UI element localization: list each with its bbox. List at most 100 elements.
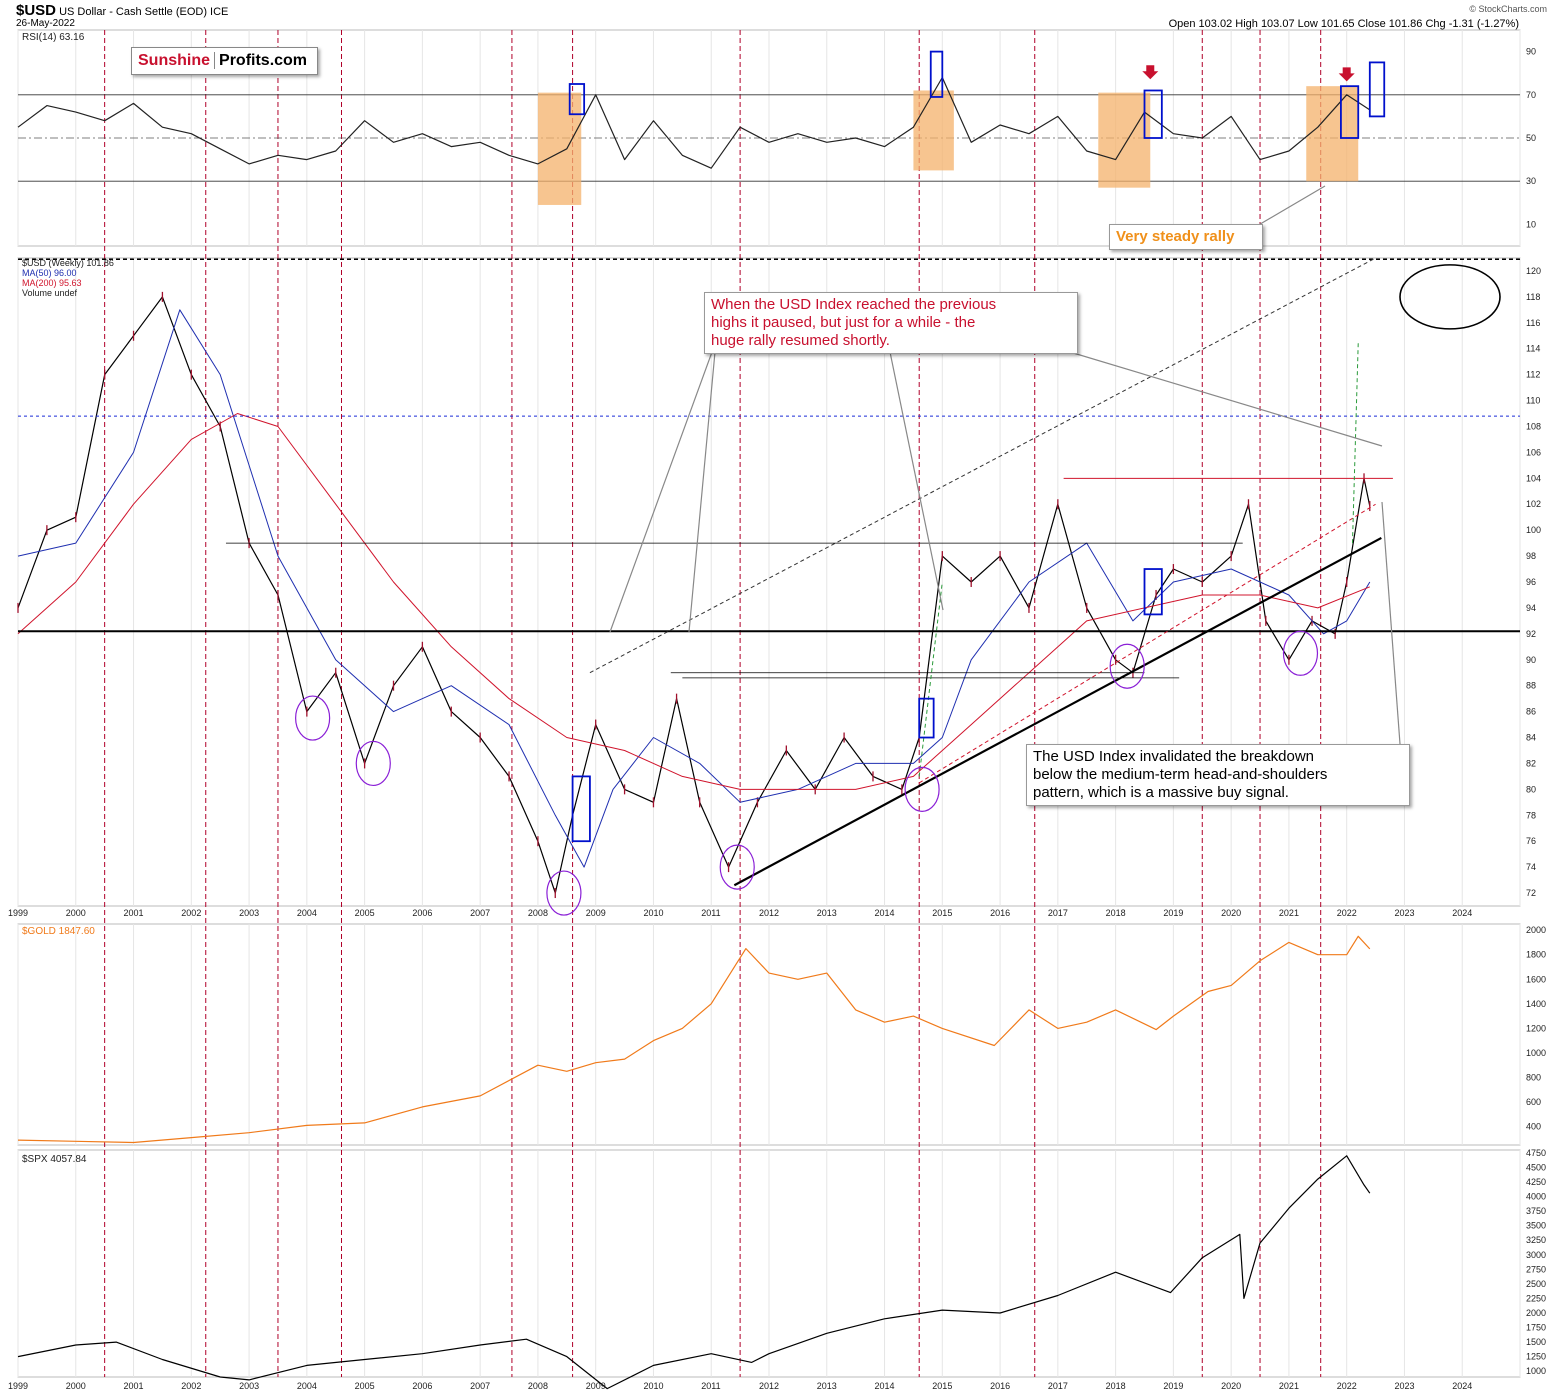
x-tick-label: 2004: [297, 1381, 317, 1391]
y-tick-label: 3750: [1526, 1206, 1546, 1216]
y-tick-label: 1500: [1526, 1337, 1546, 1347]
y-tick-label: 118: [1526, 292, 1540, 302]
y-tick-label: 102: [1526, 499, 1541, 509]
y-tick-label: 1200: [1526, 1023, 1546, 1033]
y-tick-label: 106: [1526, 447, 1541, 457]
usd-legend-item: $USD (Weekly) 101.86: [22, 258, 114, 268]
sunshine-profits-logo: Sunshine Profits.com: [131, 47, 318, 75]
x-tick-label: 2011: [701, 1381, 720, 1391]
y-tick-label: 800: [1526, 1072, 1541, 1082]
gold-legend: $GOLD 1847.60: [22, 926, 95, 937]
pointer-line: [1249, 185, 1326, 231]
y-tick-label: 10: [1526, 219, 1536, 229]
pointer-line: [688, 351, 716, 633]
y-tick-label: 3250: [1526, 1235, 1546, 1245]
pointer-line: [1381, 501, 1401, 745]
x-tick-label: 2016: [990, 1381, 1010, 1391]
y-tick-label: 4000: [1526, 1192, 1546, 1202]
usd-series-line: [17, 309, 1371, 868]
x-tick-label: 2001: [124, 1381, 144, 1391]
y-tick-label: 2500: [1526, 1279, 1546, 1289]
red-down-arrow: [1142, 65, 1159, 80]
annotation-overlays: [18, 50, 1520, 916]
y-tick-label: 4500: [1526, 1162, 1546, 1172]
x-tick-label: 2006: [412, 1381, 432, 1391]
y-tick-label: 76: [1526, 836, 1536, 846]
logo-part-profits: Profits.com: [214, 52, 308, 69]
rsi-series-line: [17, 76, 1371, 169]
x-tick-label: 2024: [1452, 908, 1472, 918]
logo-part-sunshine: Sunshine: [138, 52, 211, 69]
usd-legend-item: MA(200) 95.63: [22, 278, 82, 288]
x-tick-label: 2022: [1337, 908, 1357, 918]
x-tick-label: 2022: [1337, 1381, 1357, 1391]
y-tick-label: 1400: [1526, 999, 1546, 1009]
low-circle: [295, 695, 331, 741]
spx-legend: $SPX 4057.84: [22, 1154, 87, 1165]
usd-series-line: [17, 413, 1370, 790]
x-tick-label: 2007: [470, 908, 490, 918]
spx-series-line: [17, 1155, 1371, 1390]
y-tick-label: 400: [1526, 1122, 1541, 1132]
low-circle: [355, 740, 391, 787]
annotation-previous-highs: When the USD Index reached the previous …: [704, 292, 1078, 354]
y-tick-label: 90: [1526, 655, 1536, 665]
y-tick-label: 120: [1526, 266, 1541, 276]
y-tick-label: 2000: [1526, 1308, 1546, 1318]
y-tick-label: 3500: [1526, 1221, 1546, 1231]
x-tick-label: 2006: [412, 908, 432, 918]
y-tick-label: 84: [1526, 733, 1536, 743]
y-tick-label: 80: [1526, 784, 1536, 794]
rsi-band: [1306, 86, 1359, 182]
y-tick-label: 1000: [1526, 1048, 1546, 1058]
y-tick-label: 72: [1526, 888, 1536, 898]
y-tick-label: 92: [1526, 629, 1536, 639]
x-tick-label: 2015: [932, 1381, 952, 1391]
low-circle: [546, 870, 582, 916]
y-tick-label: 4750: [1526, 1148, 1546, 1158]
x-tick-label: 2005: [355, 908, 375, 918]
x-tick-label: 2002: [181, 908, 201, 918]
x-tick-label: 2020: [1221, 1381, 1241, 1391]
x-tick-label: 2008: [528, 1381, 548, 1391]
rsi-highlight-box: [1340, 85, 1360, 139]
annotation-steady-rally: Very steady rally: [1109, 224, 1263, 250]
y-tick-label: 2750: [1526, 1264, 1546, 1274]
y-tick-label: 96: [1526, 577, 1536, 587]
x-tick-label: 2009: [586, 908, 606, 918]
y-tick-label: 82: [1526, 758, 1536, 768]
low-circle: [1109, 643, 1145, 689]
x-tick-label: 2013: [817, 1381, 837, 1391]
y-tick-label: 600: [1526, 1097, 1541, 1107]
x-tick-label: 2003: [239, 1381, 259, 1391]
x-tick-label: 2000: [66, 908, 86, 918]
pointer-line: [889, 351, 944, 611]
y-tick-label: 2250: [1526, 1293, 1546, 1303]
x-tick-label: 2005: [355, 1381, 375, 1391]
pointer-line: [1069, 351, 1383, 447]
x-tick-label: 2019: [1163, 1381, 1183, 1391]
upper-dashed-trendline: [589, 257, 1376, 674]
green-steep-trendline: [1351, 342, 1359, 544]
y-tick-label: 90: [1526, 47, 1536, 57]
y-tick-label: 94: [1526, 603, 1536, 613]
x-tick-label: 1999: [8, 1381, 28, 1391]
y-tick-label: 88: [1526, 681, 1536, 691]
x-tick-label: 2001: [124, 908, 144, 918]
axis-ticks: 1999 1999 2000 2000 2001 2001 2002 2002 2003 2003…: [8, 32, 1546, 1391]
y-tick-label: 1250: [1526, 1352, 1546, 1362]
x-tick-label: 2000: [66, 1381, 86, 1391]
y-tick-label: 98: [1526, 551, 1536, 561]
green-2014-trendline: [918, 581, 943, 777]
red-dashed-trendline: [918, 503, 1376, 784]
usd-highlight-box: [918, 697, 935, 739]
y-tick-label: 30: [1526, 176, 1536, 186]
x-tick-label: 2007: [470, 1381, 490, 1391]
x-tick-label: 2023: [1394, 908, 1414, 918]
y-tick-label: 3000: [1526, 1250, 1546, 1260]
x-tick-label: 2015: [932, 908, 952, 918]
ohlc-readout: Open 103.02 High 103.07 Low 101.65 Close…: [1168, 18, 1519, 30]
symbol-description: US Dollar - Cash Settle (EOD) ICE: [59, 6, 229, 18]
rsi-highlight-box: [568, 83, 586, 116]
